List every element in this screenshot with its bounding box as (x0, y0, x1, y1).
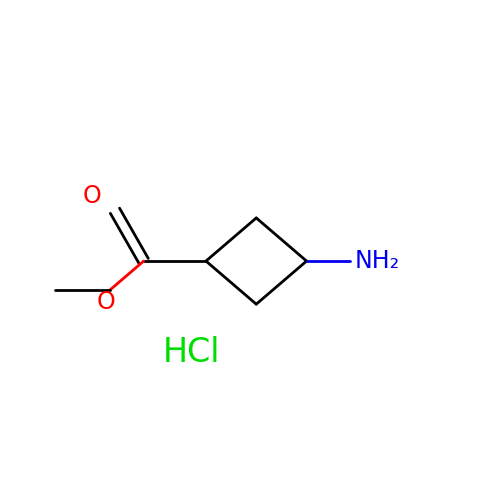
Text: O: O (82, 184, 102, 208)
Text: NH₂: NH₂ (354, 249, 399, 273)
Text: O: O (97, 290, 116, 314)
Text: HCl: HCl (163, 336, 220, 368)
